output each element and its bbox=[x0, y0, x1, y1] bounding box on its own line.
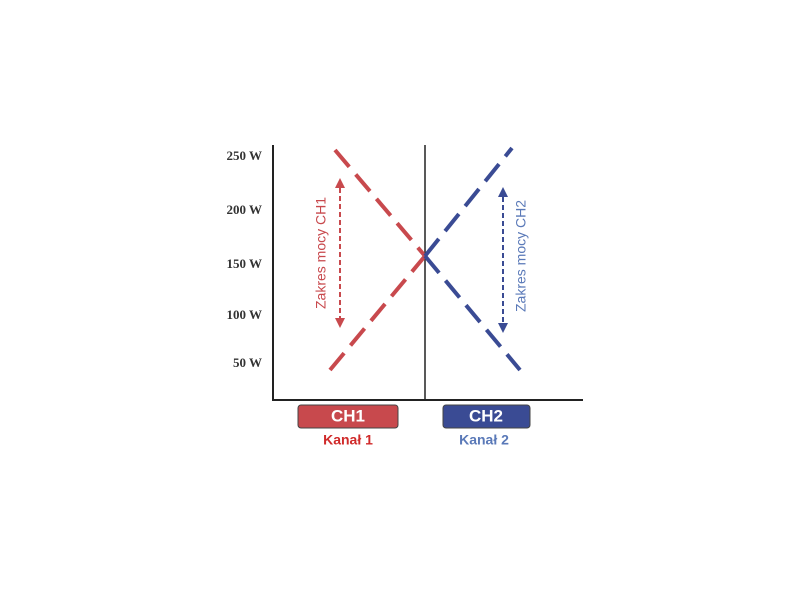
axes bbox=[272, 145, 583, 401]
y-label: 50 W bbox=[233, 355, 262, 370]
range-label: Zakres mocy CH2 bbox=[513, 200, 529, 312]
ch2-line bbox=[423, 146, 514, 258]
channel-name: Kanał 1 bbox=[323, 432, 373, 448]
y-label: 100 W bbox=[226, 307, 262, 322]
y-label: 250 W bbox=[226, 148, 262, 163]
ch1-line bbox=[333, 148, 427, 258]
range-label: Zakres mocy CH1 bbox=[313, 197, 329, 309]
y-label: 150 W bbox=[226, 256, 262, 271]
ch2-line bbox=[423, 254, 522, 372]
badge-label: CH1 bbox=[331, 406, 365, 425]
ch1-badge bbox=[297, 404, 399, 429]
ch1-line bbox=[328, 254, 427, 372]
power-lines bbox=[328, 146, 522, 372]
badge-label: CH2 bbox=[469, 406, 503, 425]
channel-name: Kanał 2 bbox=[459, 432, 509, 448]
ch2-badge bbox=[442, 404, 531, 429]
y-label: 200 W bbox=[226, 202, 262, 217]
